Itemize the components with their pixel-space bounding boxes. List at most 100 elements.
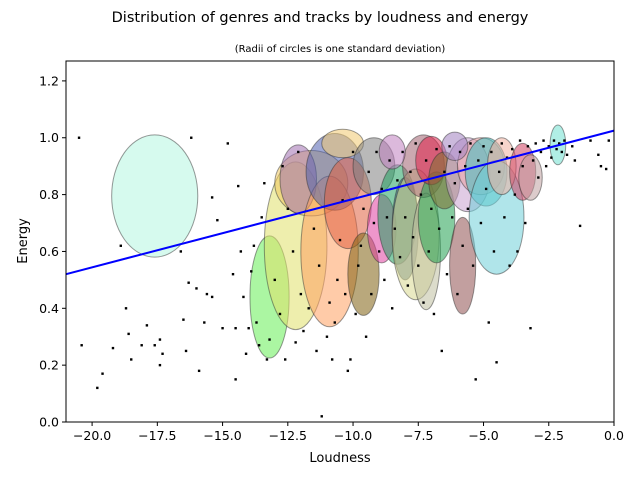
track-point: [231, 272, 235, 276]
track-point: [435, 147, 438, 151]
track-point: [346, 369, 350, 373]
track-point: [573, 159, 577, 162]
track-point: [127, 332, 130, 336]
track-point: [260, 216, 263, 219]
x-tick-label: 0.0: [604, 428, 624, 443]
track-point: [482, 145, 485, 148]
track-point: [364, 335, 368, 338]
track-point: [430, 207, 433, 211]
track-point: [607, 139, 610, 142]
track-point: [307, 307, 310, 310]
track-point: [375, 150, 378, 154]
track-point: [344, 292, 347, 296]
y-tick-label: 0.6: [39, 244, 59, 259]
track-point: [182, 318, 185, 321]
track-point: [302, 329, 305, 333]
track-point: [140, 344, 143, 347]
track-point: [317, 264, 321, 267]
y-tick-label: 1.0: [39, 130, 59, 145]
plot-area: [65, 124, 615, 418]
track-point: [158, 363, 162, 367]
track-point: [563, 139, 566, 142]
track-point: [244, 352, 248, 355]
track-point: [406, 284, 410, 287]
chart-subtitle: (Radii of circles is one standard deviat…: [235, 44, 446, 55]
track-point: [286, 207, 290, 211]
genre-ellipse: [449, 216, 477, 315]
track-point: [477, 159, 480, 162]
plot-frame: [65, 60, 615, 423]
track-point: [537, 176, 540, 179]
x-tick-label: −2.5: [534, 428, 564, 443]
track-point: [495, 361, 498, 364]
chart-title: Distribution of genres and tracks by lou…: [112, 10, 529, 26]
genre-ellipse: [441, 131, 469, 161]
track-point: [500, 142, 503, 145]
track-point: [161, 352, 164, 355]
track-point: [526, 145, 530, 148]
track-point: [252, 244, 256, 247]
track-point: [299, 292, 303, 296]
track-point: [550, 156, 553, 159]
track-point: [404, 216, 407, 219]
track-point: [401, 150, 404, 154]
track-point: [263, 182, 266, 185]
y-tick-label: 1.2: [39, 73, 59, 88]
track-point: [503, 216, 506, 219]
track-point: [383, 278, 386, 282]
track-point: [484, 187, 488, 191]
track-point: [195, 287, 198, 290]
track-point: [547, 145, 550, 148]
track-point: [445, 272, 449, 276]
track-point: [599, 164, 603, 168]
track-point: [338, 238, 342, 242]
track-point: [257, 344, 261, 347]
track-point: [312, 227, 316, 230]
track-point: [424, 159, 428, 162]
track-point: [330, 358, 334, 361]
track-point: [336, 278, 339, 282]
track-point: [239, 250, 243, 253]
x-tick-label: −20.0: [73, 428, 111, 443]
track-point: [466, 207, 470, 211]
track-point: [349, 358, 352, 361]
track-point: [437, 227, 441, 230]
track-point: [571, 145, 574, 148]
track-point: [210, 196, 214, 199]
track-point: [458, 150, 462, 154]
track-point: [351, 150, 355, 154]
track-point: [265, 358, 269, 361]
track-point: [130, 358, 133, 361]
track-point: [398, 255, 402, 259]
track-point: [341, 199, 344, 202]
track-point: [247, 326, 250, 330]
track-point: [409, 170, 412, 174]
track-point: [190, 136, 193, 139]
track-point: [237, 184, 240, 188]
track-point: [490, 150, 493, 154]
y-axis-label: Energy: [16, 218, 31, 264]
genre-ellipse: [111, 134, 199, 258]
x-tick-label: −17.5: [138, 428, 176, 443]
y-tick-label: 0.0: [39, 415, 59, 430]
track-point: [216, 218, 219, 222]
genre-ellipses: [111, 124, 567, 359]
track-point: [362, 207, 365, 211]
genre-ellipse: [378, 134, 406, 170]
track-point: [411, 236, 415, 239]
y-tick-label: 0.2: [39, 358, 59, 373]
track-point: [388, 159, 391, 162]
track-point: [380, 187, 383, 191]
track-point: [77, 136, 81, 139]
track-point: [479, 221, 483, 225]
track-point: [325, 335, 329, 338]
track-point: [179, 250, 183, 253]
track-point: [492, 250, 496, 253]
track-point: [521, 164, 524, 168]
track-point: [471, 264, 475, 267]
track-point: [419, 193, 423, 196]
track-point: [333, 321, 336, 324]
track-point: [281, 164, 284, 168]
track-point: [390, 307, 394, 310]
track-point: [357, 264, 360, 267]
